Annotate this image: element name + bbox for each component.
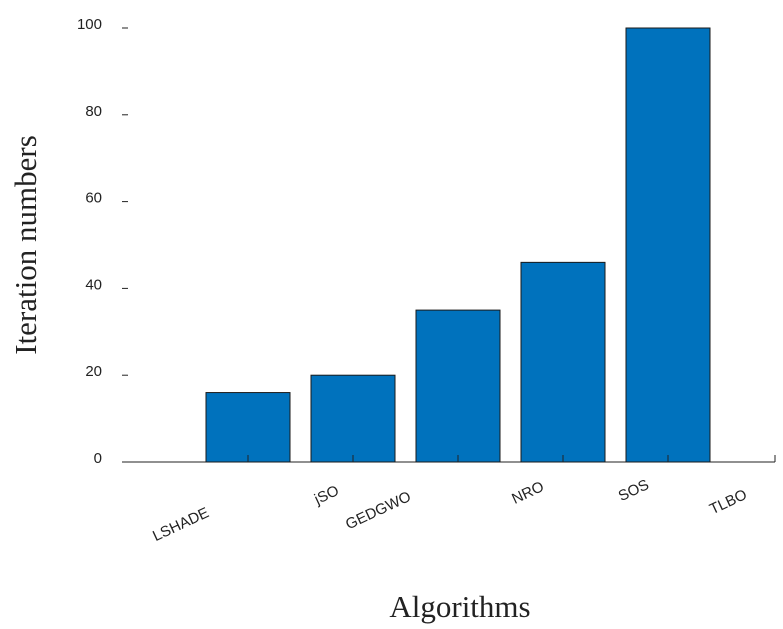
y-tick-label: 80 xyxy=(85,103,102,120)
x-axis-title: Algorithms xyxy=(389,589,530,624)
y-tick-label: 20 xyxy=(85,363,102,380)
x-tick-label: NRO xyxy=(509,478,546,507)
bar xyxy=(520,261,606,463)
bar xyxy=(310,374,396,463)
bar xyxy=(625,27,711,463)
x-tick-label: GEDGWO xyxy=(343,488,414,533)
y-tick-label: 60 xyxy=(85,190,102,207)
x-tick-label: TLBO xyxy=(707,486,750,518)
y-axis-title: Iteration numbers xyxy=(8,135,43,355)
x-tick-label: jSO xyxy=(311,482,342,508)
x-tick-label: LSHADE xyxy=(150,504,212,545)
y-tick-label: 100 xyxy=(77,16,102,33)
bar xyxy=(415,309,501,463)
y-tick-label: 0 xyxy=(94,450,102,467)
bar xyxy=(205,392,291,463)
y-tick-label: 40 xyxy=(85,276,102,293)
x-tick-label: SOS xyxy=(616,476,652,505)
